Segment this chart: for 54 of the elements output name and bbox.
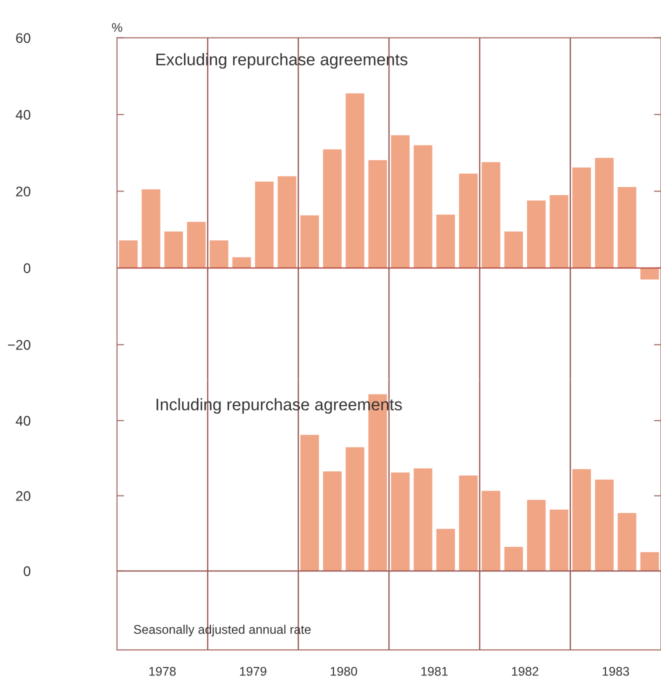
bar — [550, 510, 568, 571]
bar — [391, 135, 410, 268]
y-axis-title: % — [112, 23, 122, 32]
y-tick-label: 20 — [16, 491, 30, 501]
bar — [278, 176, 296, 268]
bar — [482, 490, 500, 571]
bar — [572, 167, 591, 268]
bar — [346, 93, 364, 268]
bar — [300, 215, 319, 268]
y-tick-label: 0 — [24, 566, 30, 576]
bar — [482, 162, 500, 268]
bar — [414, 145, 432, 268]
x-tick-label: 1978 — [149, 666, 176, 676]
bar — [142, 189, 160, 268]
bar — [640, 268, 659, 280]
bar — [187, 222, 206, 268]
bar — [504, 546, 523, 571]
bar — [414, 468, 432, 571]
bar — [504, 232, 523, 268]
bar — [595, 480, 614, 571]
y-tick-label: 40 — [16, 110, 30, 120]
bar — [640, 552, 659, 571]
bar — [346, 447, 364, 571]
bar — [255, 182, 274, 268]
x-tick-label: 1979 — [240, 666, 266, 676]
x-tick-label: 1980 — [330, 666, 358, 676]
bar — [595, 158, 614, 268]
x-tick-label: 1983 — [602, 666, 630, 676]
bar — [436, 528, 455, 571]
bar — [527, 500, 546, 571]
bar — [300, 434, 319, 571]
y-tick-label: 60 — [16, 33, 30, 43]
bar — [436, 214, 455, 268]
bar — [232, 257, 251, 268]
bar — [550, 195, 568, 268]
y-tick-label: 0 — [24, 263, 30, 274]
x-tick-label: 1981 — [421, 666, 448, 676]
bar — [323, 471, 342, 571]
bar — [459, 174, 478, 268]
bar — [323, 149, 342, 268]
x-tick-label: 1982 — [512, 666, 538, 676]
bar — [618, 187, 636, 268]
bar — [119, 240, 138, 268]
bar — [572, 469, 591, 571]
bar — [527, 200, 546, 268]
y-tick-label: 40 — [16, 416, 30, 426]
bar — [459, 475, 478, 571]
bar — [164, 232, 183, 268]
bar — [618, 513, 636, 571]
y-tick-label: 20 — [16, 186, 30, 196]
bar — [368, 160, 387, 268]
y-tick-label: −20 — [8, 340, 30, 350]
bar — [391, 472, 410, 571]
bar — [210, 240, 228, 268]
